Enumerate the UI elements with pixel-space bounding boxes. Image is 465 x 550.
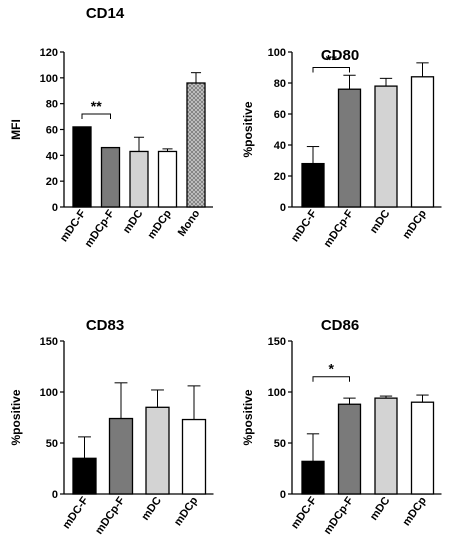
y-tick-label: 50 [274,438,286,450]
y-tick-label: 40 [274,140,286,152]
bar-mDC-F [72,457,97,495]
bar-mDC [374,397,398,495]
y-tick-label: 50 [46,438,58,450]
bar-mDC-F [301,460,325,495]
x-tick-label: mDC [139,495,164,523]
bar-mDCp [410,76,435,208]
bar-mDC [145,406,170,495]
significance-bracket [312,67,350,73]
y-tick-label: 80 [274,78,286,90]
bar-mDC [129,150,149,208]
x-tick-label: mDC-F [289,208,320,245]
significance-label: ** [326,52,337,68]
chart-title: CD86 [321,317,359,334]
bar-Mono [186,82,206,208]
y-axis-label: MFI [9,119,23,140]
bar-mDC [374,85,398,208]
y-tick-label: 0 [280,202,286,214]
y-tick-label: 80 [46,99,58,111]
chart-title: CD14 [86,5,125,22]
y-tick-label: 120 [40,47,58,59]
y-tick-label: 20 [274,171,286,183]
bar-mDCp-F [108,417,134,495]
x-tick-label: mDCp-F [83,208,118,250]
chart-title: CD80 [321,47,359,64]
x-tick-label: mDCp-F [322,208,357,250]
y-tick-label: 150 [40,336,58,348]
y-tick-label: 100 [268,47,286,59]
x-tick-label: mDCp-F [93,495,128,537]
bar-mDC-F [301,162,325,208]
significance-label: ** [91,98,102,114]
x-tick-label: mDC-F [60,495,91,532]
y-tick-label: 0 [52,489,58,501]
x-tick-label: Mono [176,208,203,239]
bar-mDCp-F [337,403,362,495]
y-tick-label: 60 [274,109,286,121]
y-tick-label: 0 [52,202,58,214]
y-tick-label: 20 [46,176,58,188]
bar-mDC-F [72,126,92,208]
significance-bracket [81,113,111,119]
bar-mDCp [410,401,435,495]
x-tick-label: mDCp [401,495,430,529]
x-tick-label: mDC [368,495,393,523]
y-tick-label: 60 [46,125,58,137]
x-tick-label: mDCp [172,495,201,529]
x-tick-label: mDC-F [289,495,320,532]
bar-mDCp-F [337,88,362,208]
x-tick-label: mDCp [146,208,175,242]
y-tick-label: 100 [268,387,286,399]
x-tick-label: mDC-F [58,208,89,245]
y-tick-label: 0 [280,489,286,501]
y-tick-label: 100 [40,387,58,399]
y-tick-label: 100 [40,73,58,85]
chart-title: CD83 [86,317,124,334]
x-tick-label: mDCp [401,208,430,242]
y-tick-label: 40 [46,150,58,162]
x-tick-label: mDC [368,208,393,236]
y-axis-label: %positive [9,389,23,445]
y-axis-label: %positive [241,389,255,445]
x-tick-label: mDC [121,208,146,236]
x-tick-label: mDCp-F [322,495,357,537]
significance-bracket [312,376,350,382]
bar-mDCp [157,150,178,208]
y-axis-label: %positive [241,101,255,157]
significance-label: * [329,361,335,377]
y-tick-label: 150 [268,336,286,348]
bar-mDCp-F [100,146,121,208]
bar-mDCp [181,418,207,495]
